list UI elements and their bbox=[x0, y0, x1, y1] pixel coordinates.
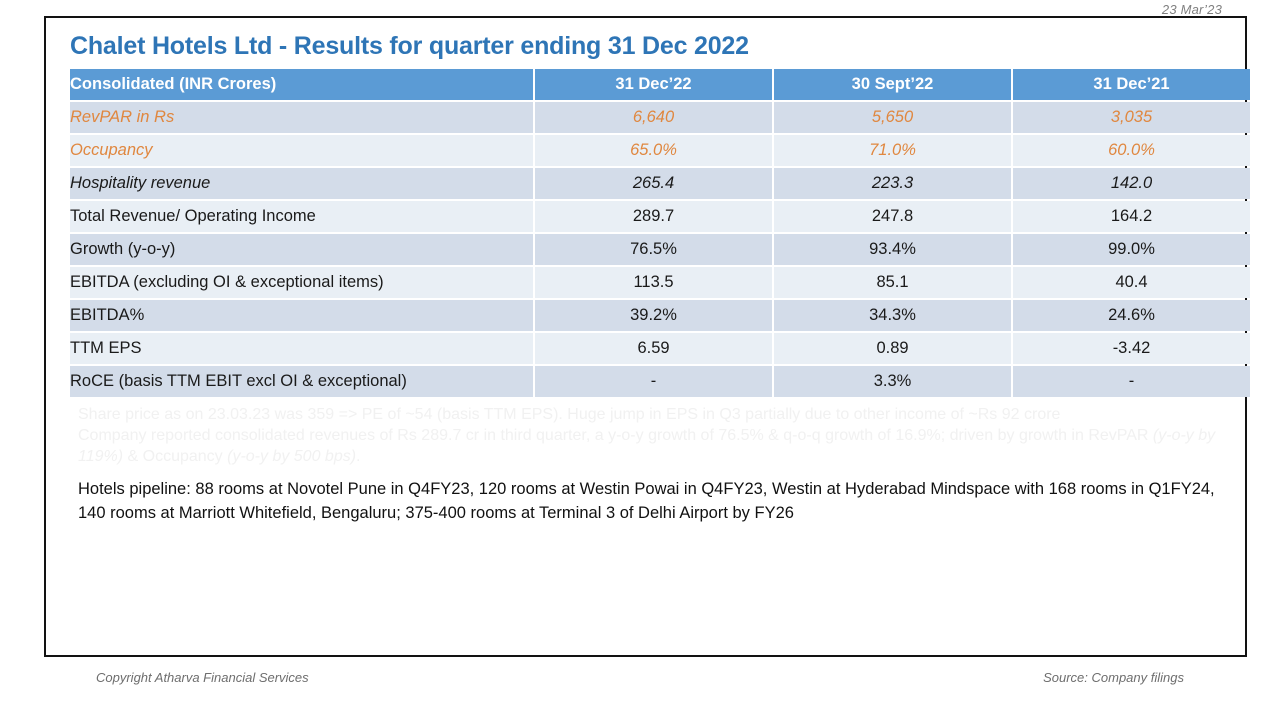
footer-source: Source: Company filings bbox=[1043, 670, 1184, 685]
table-row: TTM EPS 6.59 0.89 -3.42 bbox=[70, 333, 1250, 364]
column-header-q1: 31 Dec’22 bbox=[535, 69, 772, 100]
row-value-q3: 3,035 bbox=[1013, 102, 1250, 133]
row-value-q3: 142.0 bbox=[1013, 168, 1250, 199]
footer-copyright: Copyright Atharva Financial Services bbox=[96, 670, 309, 685]
row-value-q2: 34.3% bbox=[774, 300, 1011, 331]
table-row: Occupancy 65.0% 71.0% 60.0% bbox=[70, 135, 1250, 166]
row-value-q1: 6,640 bbox=[535, 102, 772, 133]
row-value-q3: 24.6% bbox=[1013, 300, 1250, 331]
row-value-q3: 164.2 bbox=[1013, 201, 1250, 232]
commentary-revpar-growth: (y-o-y by 119%) bbox=[78, 427, 1216, 465]
table-row: EBITDA (excluding OI & exceptional items… bbox=[70, 267, 1250, 298]
row-value-q1: 265.4 bbox=[535, 168, 772, 199]
commentary-occupancy-growth: (y-o-y by 500 bps) bbox=[227, 448, 357, 465]
row-value-q2: 93.4% bbox=[774, 234, 1011, 265]
table-row: RoCE (basis TTM EBIT excl OI & exception… bbox=[70, 366, 1250, 397]
column-header-q3: 31 Dec’21 bbox=[1013, 69, 1250, 100]
table-row: RevPAR in Rs 6,640 5,650 3,035 bbox=[70, 102, 1250, 133]
row-value-q3: 60.0% bbox=[1013, 135, 1250, 166]
table-row: Total Revenue/ Operating Income 289.7 24… bbox=[70, 201, 1250, 232]
commentary-line-1: Share price as on 23.03.23 was 359 => PE… bbox=[78, 406, 1061, 423]
row-value-q3: 99.0% bbox=[1013, 234, 1250, 265]
slide-body: Chalet Hotels Ltd - Results for quarter … bbox=[46, 18, 1250, 525]
row-value-q2: 71.0% bbox=[774, 135, 1011, 166]
row-value-q3: - bbox=[1013, 366, 1250, 397]
table-header-row: Consolidated (INR Crores) 31 Dec’22 30 S… bbox=[70, 69, 1250, 100]
row-label: Growth (y-o-y) bbox=[70, 234, 533, 265]
row-value-q2: 85.1 bbox=[774, 267, 1011, 298]
table-row: Growth (y-o-y) 76.5% 93.4% 99.0% bbox=[70, 234, 1250, 265]
commentary-line-2-text-a: Company reported consolidated revenues o… bbox=[78, 427, 1153, 444]
commentary-block: Share price as on 23.03.23 was 359 => PE… bbox=[78, 404, 1238, 467]
table-header: Consolidated (INR Crores) 31 Dec’22 30 S… bbox=[70, 69, 1250, 100]
table-body: RevPAR in Rs 6,640 5,650 3,035 Occupancy… bbox=[70, 102, 1250, 397]
row-label: Total Revenue/ Operating Income bbox=[70, 201, 533, 232]
row-value-q3: 40.4 bbox=[1013, 267, 1250, 298]
row-label: EBITDA% bbox=[70, 300, 533, 331]
row-value-q1: 6.59 bbox=[535, 333, 772, 364]
table-row: Hospitality revenue 265.4 223.3 142.0 bbox=[70, 168, 1250, 199]
row-value-q1: 65.0% bbox=[535, 135, 772, 166]
table-row: EBITDA% 39.2% 34.3% 24.6% bbox=[70, 300, 1250, 331]
row-value-q1: 289.7 bbox=[535, 201, 772, 232]
slide-frame: Chalet Hotels Ltd - Results for quarter … bbox=[44, 16, 1250, 657]
row-label: EBITDA (excluding OI & exceptional items… bbox=[70, 267, 533, 298]
row-value-q1: 76.5% bbox=[535, 234, 772, 265]
row-value-q2: 0.89 bbox=[774, 333, 1011, 364]
row-label: RevPAR in Rs bbox=[70, 102, 533, 133]
slide-date: 23 Mar’23 bbox=[1161, 2, 1222, 17]
commentary-line-2: Company reported consolidated revenues o… bbox=[78, 425, 1238, 467]
row-label: TTM EPS bbox=[70, 333, 533, 364]
results-table: Consolidated (INR Crores) 31 Dec’22 30 S… bbox=[68, 67, 1252, 399]
row-value-q2: 5,650 bbox=[774, 102, 1011, 133]
row-value-q2: 247.8 bbox=[774, 201, 1011, 232]
hotels-pipeline-note: Hotels pipeline: 88 rooms at Novotel Pun… bbox=[78, 480, 1215, 522]
column-header-metric: Consolidated (INR Crores) bbox=[70, 69, 533, 100]
row-value-q1: 39.2% bbox=[535, 300, 772, 331]
row-value-q2: 223.3 bbox=[774, 168, 1011, 199]
row-label: Occupancy bbox=[70, 135, 533, 166]
row-value-q1: 113.5 bbox=[535, 267, 772, 298]
commentary-line-2-text-c: . bbox=[356, 448, 361, 465]
row-label: RoCE (basis TTM EBIT excl OI & exception… bbox=[70, 366, 533, 397]
row-value-q2: 3.3% bbox=[774, 366, 1011, 397]
commentary-line-2-text-b: & Occupancy bbox=[123, 448, 228, 465]
page-title: Chalet Hotels Ltd - Results for quarter … bbox=[70, 32, 749, 60]
row-value-q3: -3.42 bbox=[1013, 333, 1250, 364]
column-header-q2: 30 Sept’22 bbox=[774, 69, 1011, 100]
row-value-q1: - bbox=[535, 366, 772, 397]
row-label: Hospitality revenue bbox=[70, 168, 533, 199]
